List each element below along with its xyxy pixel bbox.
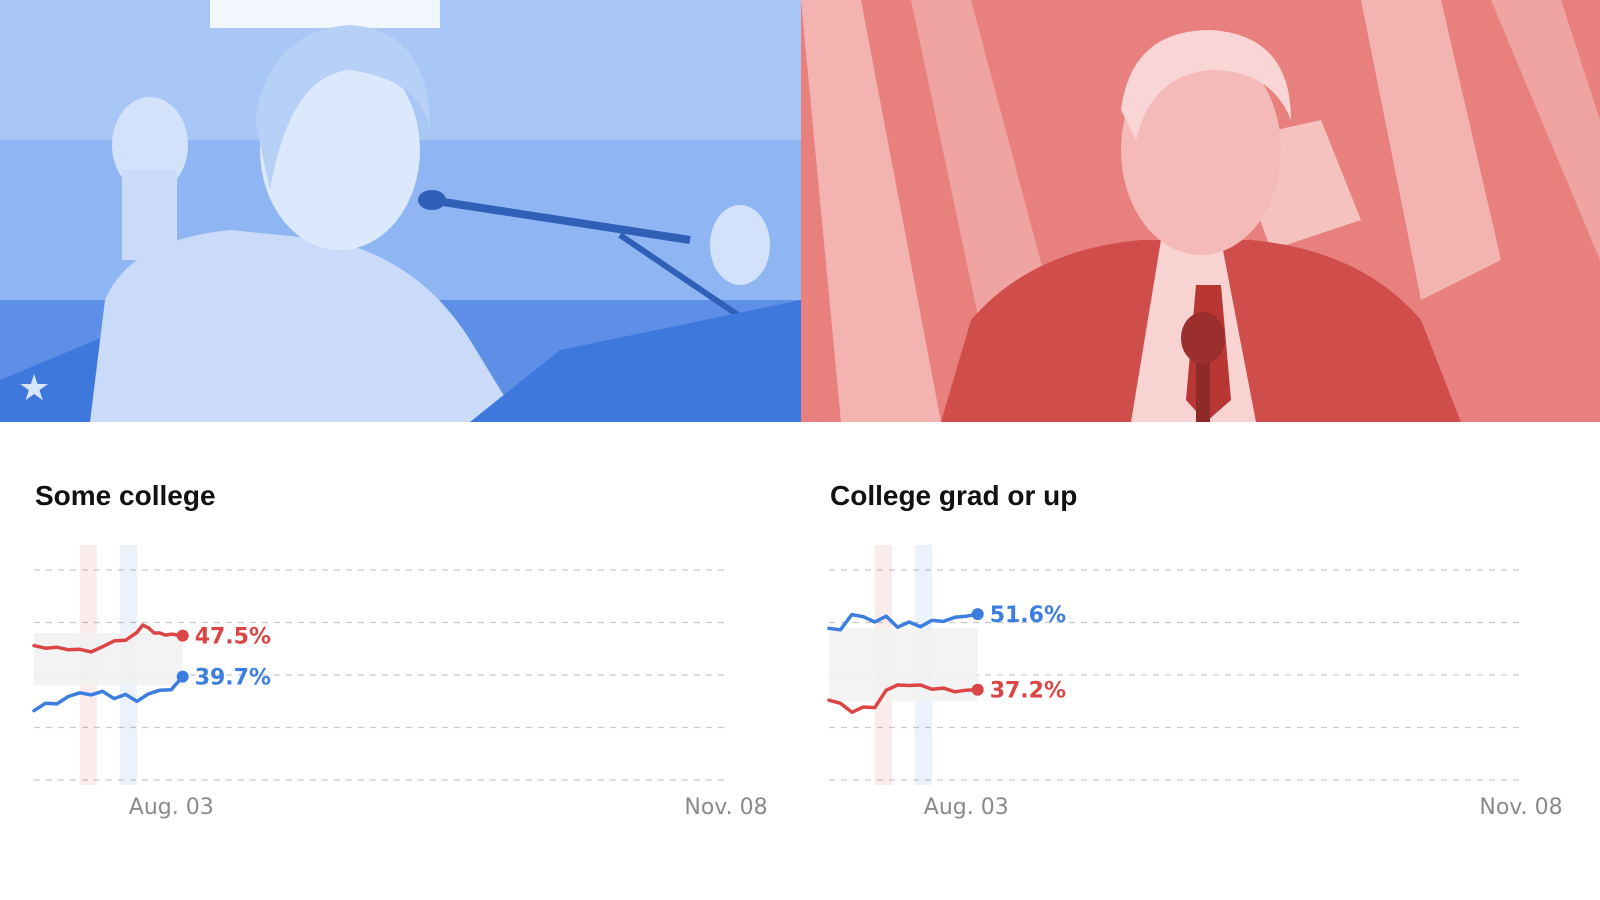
series-value-label-dem: 39.7%	[195, 666, 271, 691]
candidate-photo-red-image	[801, 0, 1600, 422]
chart-title: College grad or up	[830, 480, 1078, 511]
series-end-dot-dem	[176, 670, 189, 683]
series-line-rep	[32, 623, 185, 654]
series-end-dot-rep	[176, 629, 189, 642]
chart-panel-college-grad: Aug. 03 Nov. 08 51.6% 37.2% College grad or…	[827, 470, 1589, 870]
series-value-label-rep: 47.5%	[195, 625, 271, 650]
x-tick-label: Nov. 08	[1479, 795, 1562, 820]
svg-text:★: ★	[18, 368, 50, 409]
range-band	[34, 633, 183, 686]
chart-some-college: Aug. 03 Nov. 08 47.5% 39.7%	[32, 545, 768, 820]
series-end-dot-rep	[971, 683, 984, 696]
series-line-dem	[32, 674, 185, 713]
candidate-photo-blue-image: ★	[0, 0, 801, 422]
chart-panel-some-college: Aug. 03 Nov. 08 47.5% 39.7% Some college	[32, 470, 794, 870]
chart-college-grad: Aug. 03 Nov. 08 51.6% 37.2%	[827, 545, 1563, 820]
series-end-dot-dem	[971, 608, 984, 621]
candidate-photo-blue: ★	[0, 0, 801, 422]
series-line-rep	[827, 683, 980, 715]
series-value-label-rep: 37.2%	[990, 679, 1066, 704]
series-line-dem	[827, 612, 980, 632]
x-tick-label: Nov. 08	[684, 795, 767, 820]
range-band	[829, 627, 978, 702]
chart-title: Some college	[35, 480, 216, 511]
series-value-label-dem: 51.6%	[990, 603, 1066, 628]
x-tick-label: Aug. 03	[924, 795, 1009, 820]
candidate-photo-red	[801, 0, 1600, 422]
x-tick-label: Aug. 03	[129, 795, 214, 820]
